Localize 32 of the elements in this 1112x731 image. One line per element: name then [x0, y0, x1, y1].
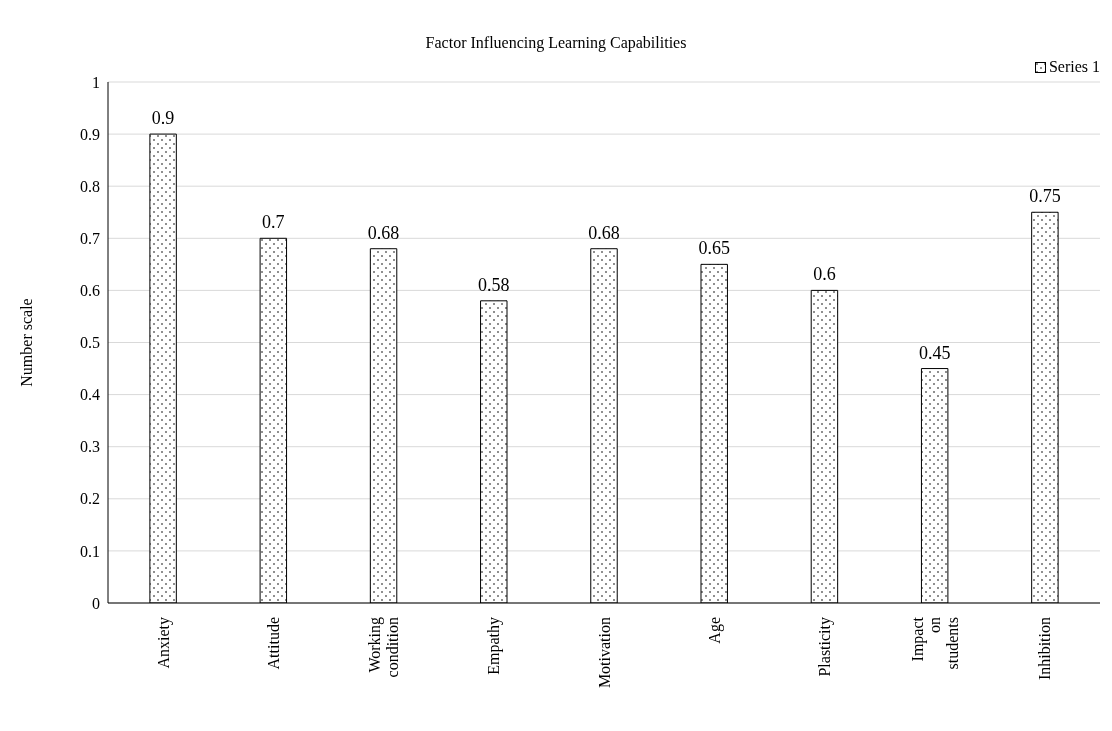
y-tick-label: 0.7: [80, 229, 100, 247]
y-tick-label: 0.4: [80, 386, 100, 404]
x-tick-label: Inhibition: [1036, 617, 1054, 681]
y-tick-label: 0.8: [80, 177, 100, 195]
x-tick-label: Working condition: [366, 617, 401, 678]
y-tick-label: 0.6: [80, 282, 100, 300]
y-tick-label: 0: [92, 594, 100, 612]
y-tick-label: 0.9: [80, 125, 100, 143]
legend-label: Series 1: [1047, 58, 1100, 76]
y-tick-label: 0.5: [80, 334, 100, 352]
data-label: 0.6: [813, 264, 836, 285]
y-tick-label: 1: [92, 73, 100, 91]
data-label: 0.75: [1029, 186, 1061, 207]
data-label: 0.68: [367, 222, 400, 243]
data-label: 0.58: [478, 274, 510, 295]
x-tick-label: Motivation: [595, 617, 613, 689]
data-label: 0.68: [588, 222, 620, 243]
x-tick-label: Plasticity: [816, 617, 835, 677]
x-tick-label: Impact on students: [908, 616, 961, 670]
data-label: 0.7: [262, 212, 285, 233]
chart-title: Factor Influencing Learning Capabilities: [424, 33, 688, 54]
y-tick-label: 0.1: [80, 542, 100, 560]
data-label: 0.9: [151, 108, 175, 129]
x-tick-label: Age: [705, 617, 724, 644]
x-tick-label: Anxiety: [154, 617, 173, 669]
y-tick-label: 0.3: [80, 438, 100, 456]
x-tick-label: Attitude: [264, 617, 282, 670]
x-tick-label: Empathy: [485, 617, 504, 675]
data-label: 0.65: [698, 238, 730, 259]
y-axis-title: Number scale: [17, 298, 35, 387]
data-label: 0.45: [918, 342, 951, 363]
y-tick-label: 0.2: [80, 490, 100, 508]
